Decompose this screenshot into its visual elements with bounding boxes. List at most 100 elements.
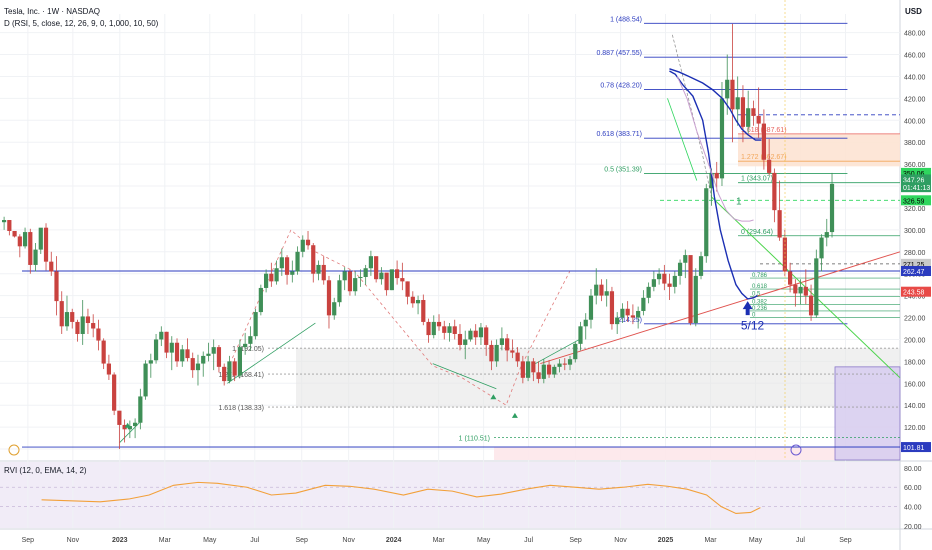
candle bbox=[740, 85, 746, 143]
candle bbox=[562, 358, 567, 371]
candle-body bbox=[447, 326, 452, 333]
price-tag-text: 271.25 bbox=[903, 262, 925, 269]
candle bbox=[442, 320, 447, 340]
candle bbox=[195, 354, 201, 386]
candle-body bbox=[80, 316, 85, 334]
price-tag-bg bbox=[901, 442, 931, 453]
fib-level-label: 0.78 (428.20) bbox=[600, 82, 642, 89]
candle bbox=[395, 260, 400, 285]
price-tick-label: 200.00 bbox=[904, 337, 926, 344]
candle bbox=[305, 230, 311, 250]
price-tag: 243.58 bbox=[901, 286, 931, 297]
candle-body bbox=[426, 321, 431, 336]
candle-body bbox=[667, 283, 672, 287]
candle-body bbox=[174, 342, 180, 362]
rvi-label: RVI (12, 0, EMA, 14, 2) bbox=[4, 466, 87, 475]
candle-body bbox=[803, 286, 808, 296]
candle bbox=[772, 168, 777, 223]
time-tick-label: Sep bbox=[22, 537, 35, 544]
time-tick-label: May bbox=[749, 537, 763, 544]
candle bbox=[814, 249, 819, 318]
candle bbox=[615, 312, 620, 334]
candle bbox=[28, 228, 33, 274]
candle bbox=[112, 372, 117, 416]
purple-zone bbox=[834, 366, 901, 461]
candle bbox=[641, 290, 646, 316]
candle bbox=[153, 333, 159, 364]
candle-body bbox=[814, 258, 819, 316]
time-tick-label: Jul bbox=[796, 537, 805, 544]
triangle-up-icon bbox=[490, 394, 497, 400]
candle bbox=[447, 323, 452, 342]
candle-body bbox=[133, 422, 138, 427]
time-tick-label: Sep bbox=[569, 537, 582, 544]
candle-body bbox=[599, 284, 604, 296]
candle bbox=[159, 326, 164, 347]
candle-body bbox=[237, 347, 242, 376]
candle-body bbox=[216, 347, 222, 367]
candle-body bbox=[746, 108, 751, 127]
candle bbox=[751, 100, 756, 126]
candle bbox=[143, 360, 148, 400]
dashed-trend bbox=[227, 229, 571, 406]
candle-body bbox=[567, 359, 573, 365]
candle bbox=[824, 218, 829, 247]
candle-body bbox=[2, 220, 7, 223]
green-trend bbox=[227, 322, 316, 384]
candle-body bbox=[714, 172, 719, 179]
fib-lower-label: 0.236 bbox=[752, 306, 768, 312]
rvi-tick-label: 60.00 bbox=[904, 485, 922, 492]
candle-body bbox=[206, 353, 211, 356]
candle-body bbox=[588, 295, 594, 320]
candle-body bbox=[243, 343, 248, 348]
candle-body bbox=[337, 280, 342, 303]
time-tick-label: May bbox=[477, 537, 491, 544]
candle-body bbox=[808, 295, 814, 316]
price-tag: 101.81 bbox=[901, 442, 931, 453]
candle bbox=[232, 358, 237, 382]
price-tag: 347.26 bbox=[901, 174, 931, 185]
candle bbox=[358, 269, 363, 287]
candle-body bbox=[363, 268, 368, 277]
price-tag-bg bbox=[901, 286, 931, 297]
candle-body bbox=[751, 108, 756, 116]
candle bbox=[7, 220, 12, 236]
candle bbox=[64, 295, 70, 331]
candle-body bbox=[22, 232, 28, 247]
candle bbox=[405, 281, 410, 305]
candle-body bbox=[7, 220, 12, 231]
candle-body bbox=[604, 291, 609, 296]
price-tick-label: 380.00 bbox=[904, 140, 926, 147]
candle bbox=[457, 324, 463, 351]
price-tick-label: 280.00 bbox=[904, 250, 926, 257]
candle bbox=[829, 172, 835, 238]
candle bbox=[803, 269, 808, 305]
candle bbox=[253, 308, 258, 340]
candle-body bbox=[552, 366, 557, 375]
candle-body bbox=[232, 361, 237, 376]
candle-body bbox=[546, 364, 552, 375]
candle-body bbox=[489, 344, 494, 362]
candle-body bbox=[573, 343, 578, 360]
price-tick-label: 240.00 bbox=[904, 294, 926, 301]
candle-body bbox=[615, 317, 620, 325]
candle-body bbox=[164, 331, 169, 353]
candle bbox=[316, 260, 321, 281]
candle bbox=[463, 330, 468, 360]
candle bbox=[295, 246, 300, 275]
candle-body bbox=[431, 321, 436, 336]
candle-body bbox=[122, 424, 127, 430]
candle-body bbox=[180, 349, 185, 362]
candle bbox=[248, 326, 253, 351]
candle bbox=[368, 250, 373, 276]
price-tag-text: 243.58 bbox=[903, 290, 925, 297]
candle-body bbox=[782, 237, 787, 272]
gray-zone bbox=[296, 348, 900, 408]
candle bbox=[761, 109, 766, 170]
candle bbox=[389, 269, 394, 291]
candle-body bbox=[824, 232, 829, 238]
candle bbox=[693, 268, 698, 327]
candle bbox=[688, 255, 693, 326]
